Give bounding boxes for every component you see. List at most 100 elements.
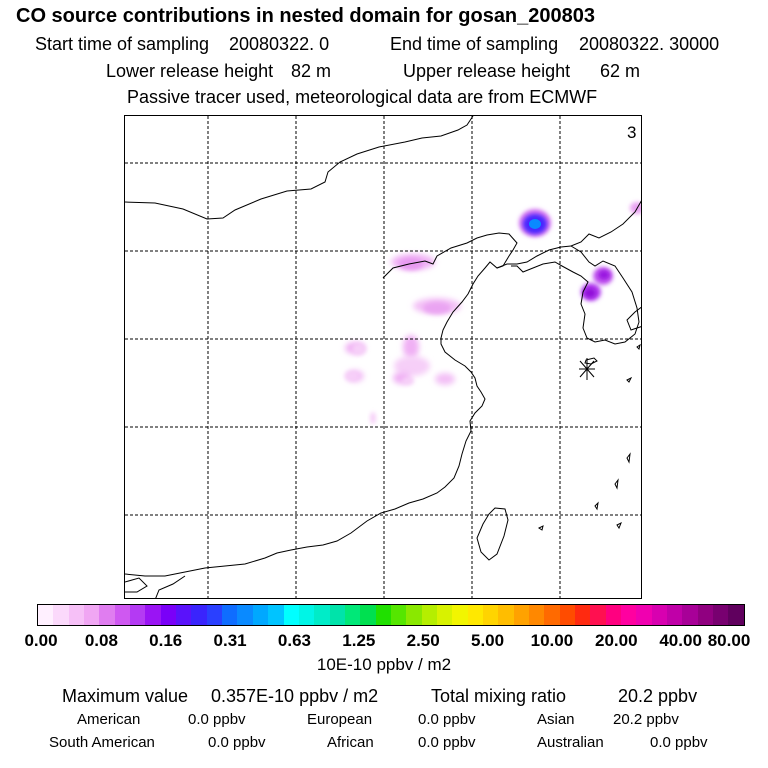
lat-lon-grid <box>125 116 641 598</box>
concentration-plumes <box>345 202 641 424</box>
colorbar-swatch <box>222 605 238 625</box>
region-australian-label: Australian <box>537 734 604 751</box>
start-time-label: Start time of sampling <box>35 34 210 54</box>
island-chain <box>614 478 619 490</box>
plume-patch <box>352 343 366 355</box>
colorbar-swatch <box>84 605 100 625</box>
colorbar-swatch <box>314 605 330 625</box>
map-canvas: 3 <box>125 116 641 598</box>
max-value: 0.357E-10 ppbv / m2 <box>211 686 379 706</box>
colorbar-swatch <box>728 605 744 625</box>
tracer-note: Passive tracer used, meteorological data… <box>127 87 598 107</box>
colorbar-swatch <box>176 605 192 625</box>
total-mixing-value: 20.2 ppbv <box>618 686 698 706</box>
max-value-label: Maximum value <box>62 686 189 706</box>
plume-patch <box>435 373 455 385</box>
region-asian-value: 20.2 ppbv <box>613 711 679 728</box>
colorbar-swatch <box>406 605 422 625</box>
colorbar-swatch <box>559 605 576 625</box>
coastline-north <box>125 116 474 220</box>
colorbar-swatch <box>682 605 698 625</box>
colorbar-swatch <box>513 605 529 625</box>
island-hainan <box>125 577 148 593</box>
island-south <box>626 376 633 383</box>
colorbar-swatch <box>191 605 207 625</box>
upper-height-label: Upper release height <box>403 61 571 81</box>
colorbar-swatch <box>590 605 606 625</box>
island-south <box>636 343 641 350</box>
colorbar-swatch <box>667 605 683 625</box>
colorbar-swatch <box>206 605 223 625</box>
colorbar-swatch <box>252 605 269 625</box>
plume-patch <box>402 377 414 385</box>
colorbar-tick-label: 5.00 <box>470 631 505 650</box>
colorbar-tick-label: 80.00 <box>707 631 751 650</box>
island-chain <box>616 521 622 530</box>
colorbar-tick-label: 0.31 <box>213 631 247 650</box>
region-african-value: 0.0 ppbv <box>418 734 476 751</box>
coastline-northeast <box>570 200 641 247</box>
colorbar-swatch <box>697 605 714 625</box>
region-european-label: European <box>307 711 373 728</box>
colorbar-swatch <box>651 605 668 625</box>
island-chain <box>538 525 544 531</box>
colorbar-swatch <box>130 605 146 625</box>
colorbar-swatch <box>360 605 376 625</box>
colorbar-swatch <box>529 605 545 625</box>
colorbar-tick-label: 2.50 <box>406 631 440 650</box>
colorbar-tick-label: 20.00 <box>594 631 638 650</box>
colorbar-swatch <box>498 605 514 625</box>
coastline-china <box>125 232 518 577</box>
colorbar-swatch <box>482 605 499 625</box>
upper-height-value: 62 m <box>600 61 641 81</box>
colorbar-swatch <box>344 605 361 625</box>
region-south-american-value: 0.0 ppbv <box>208 734 266 751</box>
end-time-label: End time of sampling <box>390 34 559 54</box>
colorbar-tick-label: 1.25 <box>342 631 376 650</box>
coastlines <box>125 116 641 598</box>
region-african-label: African <box>327 734 374 751</box>
colorbar-tick-label: 10.00 <box>530 631 574 650</box>
region-american-value: 0.0 ppbv <box>188 711 246 728</box>
plume-patch <box>529 219 541 229</box>
region-european-value: 0.0 ppbv <box>418 711 476 728</box>
plume-patch <box>598 270 610 280</box>
plume-patch <box>370 412 376 424</box>
colorbar-swatch <box>605 605 622 625</box>
island-chain <box>626 452 631 464</box>
colorbar-swatch <box>114 605 131 625</box>
colorbar-tick-label: 0.16 <box>149 631 183 650</box>
colorbar-swatch <box>99 605 115 625</box>
colorbar-swatch <box>421 605 437 625</box>
lower-height-value: 82 m <box>291 61 332 81</box>
colorbar-swatch <box>329 605 345 625</box>
plume-patch <box>345 371 359 381</box>
colorbar-swatch <box>38 605 54 625</box>
colorbar-swatch <box>621 605 637 625</box>
colorbar-swatch <box>636 605 652 625</box>
island-taiwan <box>476 507 509 561</box>
colorbar-tick-label: 40.00 <box>659 631 702 650</box>
coastline-japan <box>626 306 641 331</box>
island-chain <box>594 501 599 511</box>
colorbar-swatch <box>145 605 161 625</box>
colorbar-swatch <box>53 605 69 625</box>
coastline-korea <box>511 245 640 345</box>
total-mixing-label: Total mixing ratio <box>431 686 567 706</box>
island-jeju <box>584 357 598 365</box>
colorbar-swatch <box>713 605 729 625</box>
end-time-value: 20080322. 30000 <box>579 34 720 54</box>
colorbar-swatch <box>283 605 299 625</box>
colorbar-tick-label: 0.00 <box>24 631 58 650</box>
colorbar-swatch <box>575 605 591 625</box>
region-asian-label: Asian <box>537 711 575 728</box>
plume-patch <box>630 202 641 214</box>
colorbar-swatch <box>268 605 284 625</box>
map-panel: 3 <box>124 115 642 599</box>
region-south-american-label: South American <box>49 734 155 751</box>
region-american-label: American <box>77 711 141 728</box>
start-time-value: 20080322. 0 <box>229 34 330 54</box>
colorbar-swatch <box>160 605 177 625</box>
lower-height-label: Lower release height <box>106 61 274 81</box>
plume-patch <box>403 335 419 359</box>
